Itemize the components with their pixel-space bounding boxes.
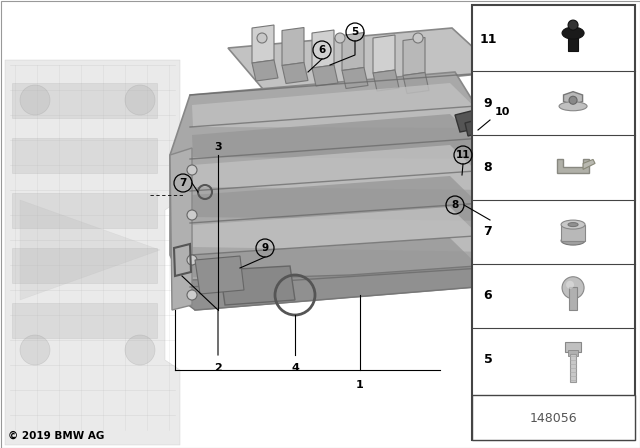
Polygon shape xyxy=(192,207,496,252)
Bar xyxy=(568,35,578,51)
Text: 148056: 148056 xyxy=(530,412,577,425)
Text: 9: 9 xyxy=(261,243,269,253)
Circle shape xyxy=(569,96,577,104)
Polygon shape xyxy=(465,119,483,136)
Circle shape xyxy=(187,210,197,220)
Text: 6: 6 xyxy=(484,289,492,302)
Polygon shape xyxy=(342,68,368,89)
Polygon shape xyxy=(170,148,192,310)
Text: 11: 11 xyxy=(456,150,470,160)
Bar xyxy=(472,395,635,440)
Polygon shape xyxy=(282,27,304,65)
Bar xyxy=(12,248,157,283)
Circle shape xyxy=(335,33,345,43)
Circle shape xyxy=(562,277,584,299)
Text: 3: 3 xyxy=(214,142,222,152)
Circle shape xyxy=(125,85,155,115)
Circle shape xyxy=(257,33,267,43)
Circle shape xyxy=(187,290,197,300)
FancyBboxPatch shape xyxy=(565,342,581,352)
Polygon shape xyxy=(557,159,589,173)
Circle shape xyxy=(187,165,197,175)
Circle shape xyxy=(20,85,50,115)
Polygon shape xyxy=(192,176,496,221)
Polygon shape xyxy=(170,72,500,310)
Ellipse shape xyxy=(561,220,585,229)
Text: 5: 5 xyxy=(351,27,358,37)
Text: 7: 7 xyxy=(484,225,492,238)
Circle shape xyxy=(566,281,574,289)
Polygon shape xyxy=(192,114,496,159)
Polygon shape xyxy=(564,92,582,105)
Polygon shape xyxy=(175,265,500,310)
Circle shape xyxy=(568,20,578,30)
Bar xyxy=(12,193,157,228)
Polygon shape xyxy=(455,110,480,132)
Circle shape xyxy=(489,239,505,255)
Text: 1: 1 xyxy=(356,380,364,390)
Text: 9: 9 xyxy=(484,97,492,110)
Polygon shape xyxy=(403,38,425,76)
Text: 5: 5 xyxy=(484,353,492,366)
Bar xyxy=(569,287,577,310)
Polygon shape xyxy=(195,256,244,294)
Bar xyxy=(12,303,157,338)
Polygon shape xyxy=(252,25,274,63)
Bar xyxy=(12,83,157,118)
Circle shape xyxy=(20,335,50,365)
Ellipse shape xyxy=(559,102,587,111)
Polygon shape xyxy=(403,73,429,94)
Text: 2: 2 xyxy=(214,363,222,373)
Text: 7: 7 xyxy=(179,178,187,188)
Circle shape xyxy=(125,335,155,365)
Polygon shape xyxy=(583,159,595,169)
Polygon shape xyxy=(252,60,278,81)
Text: 11: 11 xyxy=(479,33,497,46)
Bar xyxy=(561,224,585,241)
Text: 6: 6 xyxy=(318,45,326,55)
Text: © 2019 BMW AG: © 2019 BMW AG xyxy=(8,431,104,441)
Polygon shape xyxy=(342,33,364,70)
Polygon shape xyxy=(282,63,308,83)
Text: 4: 4 xyxy=(291,363,299,373)
Text: 10: 10 xyxy=(494,107,509,117)
Polygon shape xyxy=(220,266,295,305)
Polygon shape xyxy=(192,238,496,283)
Text: 8: 8 xyxy=(451,200,459,210)
Ellipse shape xyxy=(568,223,578,227)
Polygon shape xyxy=(373,35,395,73)
Circle shape xyxy=(187,255,197,265)
Bar xyxy=(12,138,157,173)
Polygon shape xyxy=(373,70,399,91)
Ellipse shape xyxy=(561,236,585,245)
Polygon shape xyxy=(228,28,500,95)
Polygon shape xyxy=(192,145,496,190)
Polygon shape xyxy=(5,60,180,445)
Polygon shape xyxy=(192,83,496,128)
Polygon shape xyxy=(312,65,338,86)
Bar xyxy=(570,354,576,382)
Circle shape xyxy=(413,33,423,43)
Bar xyxy=(472,5,635,440)
Ellipse shape xyxy=(562,27,584,39)
Bar xyxy=(568,350,578,356)
Text: 8: 8 xyxy=(484,161,492,174)
Polygon shape xyxy=(312,30,334,68)
Polygon shape xyxy=(20,200,160,300)
Polygon shape xyxy=(490,225,515,260)
